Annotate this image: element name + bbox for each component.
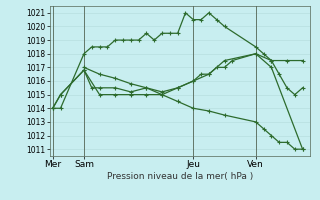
X-axis label: Pression niveau de la mer( hPa ): Pression niveau de la mer( hPa )	[107, 172, 253, 181]
